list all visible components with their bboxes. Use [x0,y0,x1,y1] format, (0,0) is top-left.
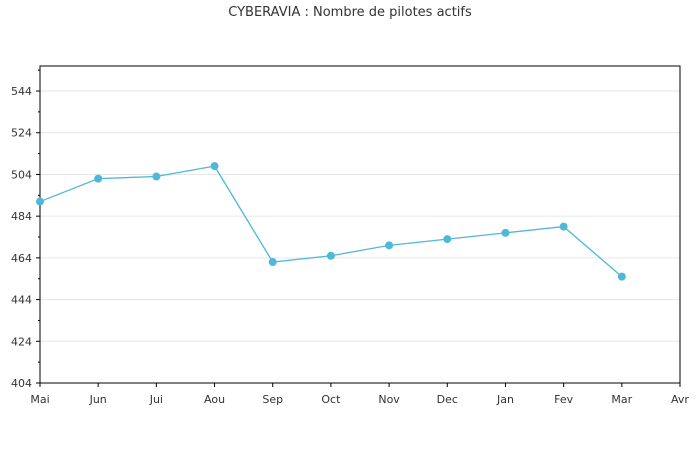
x-tick-label: Jun [89,393,107,406]
y-tick-label: 424 [11,335,32,348]
x-tick-label: Aou [204,393,225,406]
x-tick-label: Mai [30,393,49,406]
x-tick-label: Jui [149,393,163,406]
y-tick-label: 524 [11,127,32,140]
data-point [326,251,335,260]
x-tick-label: Dec [437,393,458,406]
grid-lines [40,90,680,342]
y-tick-label: 404 [11,377,32,390]
x-tick-label: Avr [671,393,689,406]
y-tick-label: 444 [11,294,32,307]
x-tick-label: Oct [321,393,341,406]
data-point [385,241,394,250]
x-tick-label: Jan [496,393,514,406]
data-point [559,222,568,231]
y-tick-label: 504 [11,168,32,181]
x-tick-label: Nov [378,393,400,406]
data-point [443,235,452,244]
plot-area [39,65,681,384]
x-tick-label: Mar [611,393,632,406]
data-point [152,172,161,181]
data-point [210,162,219,171]
x-tick-label: Fev [554,393,573,406]
y-tick-label: 544 [11,85,32,98]
data-point [501,228,510,237]
y-axis: 404 424 444 464 484 504 524 544 [11,69,40,390]
series-line [39,165,623,278]
series [36,162,626,281]
x-tick-label: Sep [262,393,283,406]
y-tick-label: 464 [11,252,32,265]
y-tick-label: 484 [11,210,32,223]
data-point [94,174,103,183]
data-point [268,258,277,267]
data-point [36,197,44,206]
data-point [617,272,626,281]
chart-title: CYBERAVIA : Nombre de pilotes actifs [228,5,472,20]
x-axis: Mai Jun Jui Aou Sep Oct Nov Dec Jan Fev Mar Avr [30,383,689,406]
